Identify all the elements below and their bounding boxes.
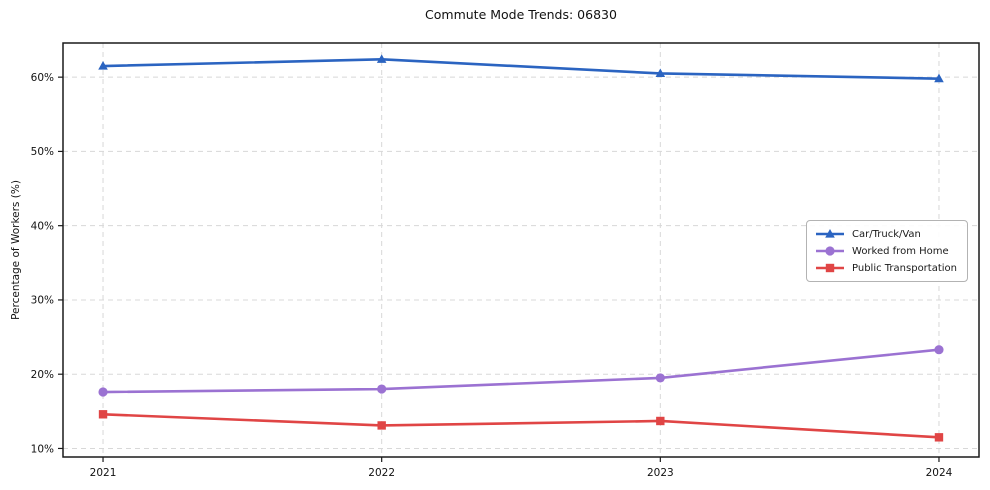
series-public-transportation-marker bbox=[98, 410, 108, 419]
series-worked-from-home bbox=[98, 345, 944, 397]
series-car-truck-van bbox=[98, 54, 944, 83]
legend-item: Car/Truck/Van bbox=[815, 228, 957, 240]
series-car-truck-van-marker bbox=[98, 61, 108, 70]
y-tick-label: 20% bbox=[31, 369, 54, 381]
legend-marker bbox=[825, 263, 835, 273]
legend-marker bbox=[825, 229, 835, 238]
legend-marker bbox=[825, 246, 835, 256]
series-worked-from-home-marker bbox=[98, 387, 108, 397]
legend-triangle-icon bbox=[816, 229, 845, 238]
series-car-truck-van-marker bbox=[376, 54, 387, 63]
series-public-transportation-marker bbox=[656, 416, 665, 426]
x-tick-label: 2024 bbox=[926, 467, 953, 479]
series-line-worked-from-home bbox=[101, 348, 941, 394]
series-line-public-transportation bbox=[101, 413, 941, 439]
legend-label: Car/Truck/Van bbox=[852, 228, 921, 240]
y-tick-label: 40% bbox=[31, 220, 54, 232]
legend-circle-icon bbox=[816, 246, 845, 256]
y-tick-label: 50% bbox=[31, 146, 54, 158]
legend-item: Worked from Home bbox=[815, 245, 957, 257]
legend-label: Public Transportation bbox=[852, 262, 957, 274]
x-tick-label: 2021 bbox=[90, 467, 117, 479]
chart-title: Commute Mode Trends: 06830 bbox=[425, 7, 617, 22]
series-car-truck-van-marker bbox=[934, 73, 944, 83]
y-tick-label: 10% bbox=[31, 443, 54, 455]
series-line-car-truck-van bbox=[101, 58, 941, 80]
series-public-transportation-marker bbox=[934, 433, 944, 442]
legend-square-icon bbox=[816, 263, 845, 273]
axes-frame bbox=[62, 42, 980, 458]
legend-label: Worked from Home bbox=[852, 245, 949, 257]
series-worked-from-home-marker bbox=[655, 373, 665, 383]
legend-item: Public Transportation bbox=[815, 262, 957, 274]
y-tick-label: 30% bbox=[31, 295, 54, 307]
x-tick-label: 2023 bbox=[647, 467, 674, 479]
series-worked-from-home-marker bbox=[377, 384, 387, 394]
series-worked-from-home-marker bbox=[934, 345, 944, 355]
y-tick-label: 60% bbox=[31, 72, 54, 84]
series-public-transportation bbox=[98, 410, 944, 442]
series-car-truck-van-marker bbox=[655, 68, 666, 78]
series-public-transportation-marker bbox=[377, 421, 386, 430]
x-tick-label: 2022 bbox=[368, 467, 395, 479]
legend: Car/Truck/Van Worked from Home Public Tran… bbox=[806, 220, 968, 282]
